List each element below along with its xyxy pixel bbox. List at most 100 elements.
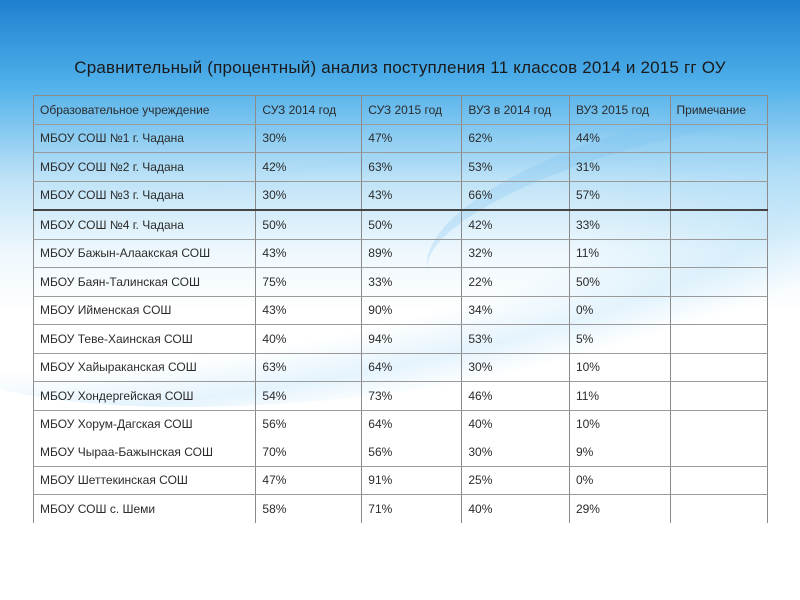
table-cell: 89%: [361, 239, 463, 268]
table-cell: 9%: [568, 438, 671, 467]
table-cell: [669, 353, 769, 382]
table-cell: 40%: [461, 494, 570, 523]
table-cell: 11%: [568, 381, 671, 411]
table-cell: 70%: [255, 438, 363, 467]
table-cell: 53%: [461, 324, 570, 354]
header-cell: Примечание: [669, 95, 769, 125]
table-cell: 56%: [255, 410, 363, 438]
table-cell: [669, 210, 769, 240]
table-cell: 57%: [568, 181, 671, 211]
table-cell: 64%: [361, 410, 463, 438]
table-cell: 44%: [568, 124, 671, 153]
table-cell: 33%: [568, 210, 671, 240]
table-cell: 33%: [361, 267, 463, 297]
table-header-row: Образовательное учреждение СУЗ 2014 год СУ…: [32, 95, 769, 125]
table-cell: [669, 124, 769, 153]
table-row: МБОУ Баян-Талинская СОШ 75% 33% 22% 50%: [32, 267, 769, 297]
table-row: МБОУ Хорум-Дагская СОШ 56% 64% 40% 10%: [32, 410, 769, 438]
table-row: МБОУ Хондергейская СОШ 54% 73% 46% 11%: [32, 381, 769, 411]
header-cell: СУЗ 2014 год: [255, 95, 363, 125]
table-cell: 50%: [361, 210, 463, 240]
table-cell: 22%: [461, 267, 570, 297]
table-cell: 46%: [461, 381, 570, 411]
table-cell: [669, 466, 769, 495]
table-cell: 71%: [361, 494, 463, 523]
table-cell: 5%: [568, 324, 671, 354]
table-cell: 94%: [361, 324, 463, 354]
table-cell: 47%: [255, 466, 363, 495]
table-cell: 47%: [361, 124, 463, 153]
table-cell: 0%: [568, 466, 671, 495]
table-row: МБОУ СОШ №3 г. Чадана 30% 43% 66% 57%: [32, 181, 769, 211]
table-cell: 50%: [255, 210, 363, 240]
table-cell: 31%: [568, 152, 671, 182]
table-cell: 32%: [461, 239, 570, 268]
table-cell: 54%: [255, 381, 363, 411]
table-cell: МБОУ Баян-Талинская СОШ: [32, 267, 257, 297]
table-cell: МБОУ СОШ №4 г. Чадана: [32, 210, 257, 240]
table-row: МБОУ Бажын-Алаакская СОШ 43% 89% 32% 11%: [32, 239, 769, 268]
table-cell: 64%: [361, 353, 463, 382]
table-cell: 75%: [255, 267, 363, 297]
table-cell: [669, 494, 769, 523]
table-cell: 53%: [461, 152, 570, 182]
table-cell: [669, 324, 769, 354]
table-cell: [669, 181, 769, 211]
table-cell: 30%: [461, 438, 570, 467]
table-cell: [669, 381, 769, 411]
header-cell: Образовательное учреждение: [32, 95, 257, 125]
table-cell: 30%: [255, 124, 363, 153]
table-cell: 11%: [568, 239, 671, 268]
table-cell: 42%: [461, 210, 570, 240]
header-cell: СУЗ 2015 год: [361, 95, 463, 125]
table-cell: 10%: [568, 410, 671, 438]
table-cell: 58%: [255, 494, 363, 523]
table-cell: 40%: [255, 324, 363, 354]
table-cell: 30%: [461, 353, 570, 382]
table-cell: МБОУ Теве-Хаинская СОШ: [32, 324, 257, 354]
table-cell: [669, 296, 769, 325]
table-row: МБОУ СОШ №4 г. Чадана 50% 50% 42% 33%: [32, 210, 769, 240]
table-cell: [669, 239, 769, 268]
table-cell: 66%: [461, 181, 570, 211]
table-row: МБОУ Теве-Хаинская СОШ 40% 94% 53% 5%: [32, 324, 769, 354]
header-cell: ВУЗ в 2014 год: [461, 95, 570, 125]
table-cell: 56%: [361, 438, 463, 467]
table-row: МБОУ СОШ №1 г. Чадана 30% 47% 62% 44%: [32, 124, 769, 153]
table-cell: 34%: [461, 296, 570, 325]
table-cell: МБОУ СОШ №2 г. Чадана: [32, 152, 257, 182]
table-cell: МБОУ Бажын-Алаакская СОШ: [32, 239, 257, 268]
table-cell: МБОУ СОШ №1 г. Чадана: [32, 124, 257, 153]
table-cell: [669, 152, 769, 182]
table-cell: МБОУ Хайыраканская СОШ: [32, 353, 257, 382]
table-cell: 10%: [568, 353, 671, 382]
table-cell: МБОУ Ийменская СОШ: [32, 296, 257, 325]
slide-title: Сравнительный (процентный) анализ поступ…: [74, 58, 726, 77]
table-cell: [669, 438, 769, 467]
table-cell: 62%: [461, 124, 570, 153]
table-row: МБОУ Ийменская СОШ 43% 90% 34% 0%: [32, 296, 769, 325]
table-row: МБОУ СОШ с. Шеми 58% 71% 40% 29%: [32, 494, 769, 523]
table-cell: [669, 267, 769, 297]
table-cell: 90%: [361, 296, 463, 325]
table-cell: 40%: [461, 410, 570, 438]
table-cell: МБОУ Чыраа-Бажынская СОШ: [32, 438, 257, 467]
header-cell: ВУЗ 2015 год: [568, 95, 671, 125]
admission-table: Образовательное учреждение СУЗ 2014 год СУ…: [32, 95, 769, 523]
table-cell: МБОУ Хорум-Дагская СОШ: [32, 410, 257, 438]
table-row: МБОУ Чыраа-Бажынская СОШ 70% 56% 30% 9%: [32, 438, 769, 467]
table-row: МБОУ Шеттекинская СОШ 47% 91% 25% 0%: [32, 466, 769, 495]
table-cell: 63%: [255, 353, 363, 382]
table-cell: 91%: [361, 466, 463, 495]
table-cell: 30%: [255, 181, 363, 211]
table-cell: 42%: [255, 152, 363, 182]
table-cell: 73%: [361, 381, 463, 411]
table-row: МБОУ Хайыраканская СОШ 63% 64% 30% 10%: [32, 353, 769, 382]
table-row: МБОУ СОШ №2 г. Чадана 42% 63% 53% 31%: [32, 152, 769, 182]
table-cell: МБОУ Шеттекинская СОШ: [32, 466, 257, 495]
table-cell: МБОУ СОШ №3 г. Чадана: [32, 181, 257, 211]
table-cell: 29%: [568, 494, 671, 523]
table-cell: МБОУ Хондергейская СОШ: [32, 381, 257, 411]
table-cell: 43%: [361, 181, 463, 211]
table-cell: 50%: [568, 267, 671, 297]
